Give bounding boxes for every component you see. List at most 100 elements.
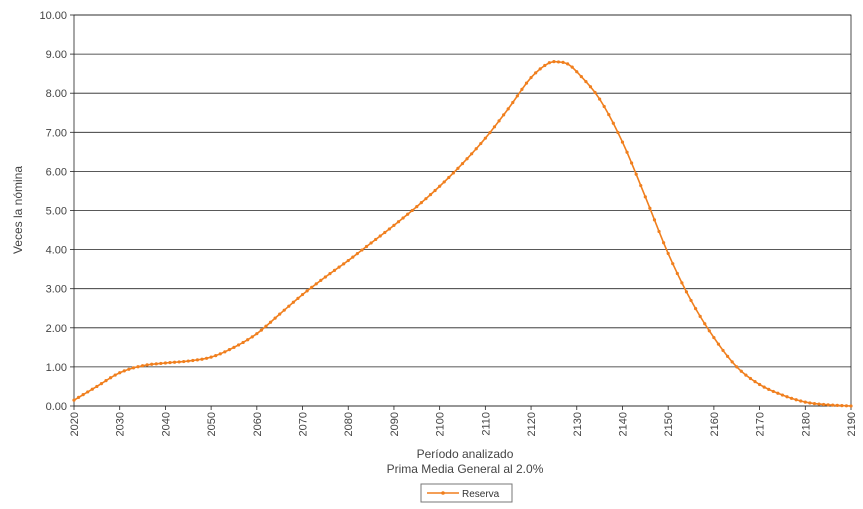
data-point <box>287 304 291 308</box>
data-point <box>241 340 245 345</box>
data-point <box>177 360 181 364</box>
data-point <box>671 262 675 266</box>
data-point <box>90 387 94 391</box>
data-point <box>552 59 556 64</box>
x-tick-label: 2150 <box>663 412 675 436</box>
legend-swatch-marker <box>441 491 445 495</box>
x-tick-label: 2190 <box>846 412 858 436</box>
data-point <box>799 399 803 403</box>
data-point <box>721 348 725 353</box>
data-point <box>497 119 501 123</box>
data-point <box>776 391 780 395</box>
x-tick-label: 2100 <box>435 412 447 436</box>
y-tick-label: 6.00 <box>46 166 67 178</box>
data-point <box>666 251 670 256</box>
data-point <box>145 363 149 367</box>
data-point <box>789 396 794 400</box>
data-point <box>757 382 762 387</box>
data-point <box>314 282 318 286</box>
data-point <box>675 271 679 276</box>
data-point <box>538 67 542 71</box>
data-point <box>524 81 529 85</box>
data-point <box>602 104 606 109</box>
y-tick-label: 2.00 <box>46 323 67 335</box>
data-point <box>182 359 186 364</box>
data-point <box>204 356 209 360</box>
series-markers-reserva <box>72 59 853 408</box>
data-point <box>579 75 583 79</box>
data-point <box>844 404 849 408</box>
data-point <box>300 292 305 297</box>
data-point <box>698 314 702 318</box>
data-point <box>506 107 510 111</box>
data-point <box>607 112 611 117</box>
data-point <box>396 220 401 224</box>
x-axis-subtitle: Prima Media General al 2.0% <box>387 462 544 476</box>
data-point <box>662 241 666 245</box>
data-point <box>438 184 442 188</box>
data-point <box>712 335 716 340</box>
series-line-reserva <box>73 60 852 407</box>
data-point <box>191 358 195 363</box>
data-point <box>378 234 382 238</box>
data-point <box>264 324 268 328</box>
data-point <box>351 255 355 259</box>
data-point <box>561 60 565 64</box>
x-tick-label: 2130 <box>572 412 584 436</box>
grid-lines <box>73 14 852 407</box>
x-tick-label: 2160 <box>709 412 721 436</box>
data-point <box>291 300 295 304</box>
data-point <box>328 272 332 276</box>
x-tick-label: 2170 <box>755 412 767 436</box>
data-point <box>433 188 437 193</box>
data-point <box>803 400 807 404</box>
plot-area <box>72 59 853 408</box>
data-point <box>246 338 250 342</box>
data-point <box>172 360 177 364</box>
data-point <box>424 197 428 201</box>
data-point <box>817 402 821 406</box>
data-point <box>154 362 158 366</box>
data-point <box>337 265 341 269</box>
data-point <box>643 195 647 199</box>
x-axis-ticks: 2020 2030 2040 2050 2060 2070 2080 2090 2100 2110… <box>69 406 858 436</box>
data-point <box>200 357 204 361</box>
data-point <box>634 172 638 176</box>
data-point <box>456 166 460 170</box>
data-point <box>131 366 136 370</box>
data-point <box>748 376 753 381</box>
x-axis-title: Período analizado <box>417 447 514 461</box>
x-tick-label: 2110 <box>480 412 492 436</box>
data-point <box>122 369 126 373</box>
data-point <box>826 403 830 407</box>
data-point <box>611 121 615 125</box>
data-point <box>374 237 378 242</box>
data-point <box>821 402 826 407</box>
data-point <box>831 403 835 407</box>
data-point <box>355 251 359 256</box>
data-point <box>588 85 593 89</box>
data-point <box>209 355 213 359</box>
y-tick-label: 5.00 <box>46 206 67 218</box>
x-tick-label: 2070 <box>298 412 310 436</box>
data-point <box>428 193 433 197</box>
data-point <box>716 342 721 346</box>
y-tick-label: 10.00 <box>39 10 67 22</box>
y-tick-label: 3.00 <box>46 284 67 296</box>
data-point <box>470 152 474 156</box>
data-point <box>186 359 190 363</box>
data-point <box>744 373 748 377</box>
data-point <box>620 140 625 144</box>
y-axis-title: Veces la nómina <box>11 166 25 254</box>
data-point <box>492 125 497 129</box>
data-point <box>794 398 798 402</box>
legend-label-reserva: Reserva <box>462 489 500 500</box>
data-point <box>163 361 168 365</box>
data-point <box>310 285 314 289</box>
data-point <box>218 352 222 356</box>
data-point <box>483 136 487 140</box>
data-point <box>556 60 561 64</box>
data-point <box>598 97 602 101</box>
data-point <box>168 360 172 365</box>
data-point <box>689 298 693 303</box>
